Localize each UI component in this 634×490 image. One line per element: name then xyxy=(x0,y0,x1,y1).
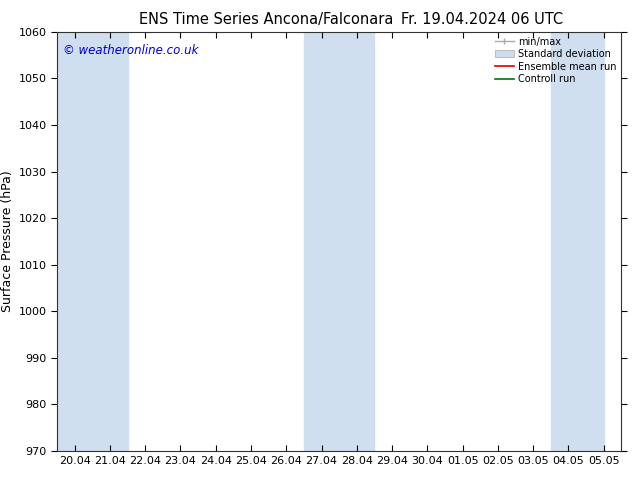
Y-axis label: Surface Pressure (hPa): Surface Pressure (hPa) xyxy=(1,171,15,312)
Bar xyxy=(57,32,127,451)
Text: © weatheronline.co.uk: © weatheronline.co.uk xyxy=(63,45,198,57)
Bar xyxy=(551,32,604,451)
Legend: min/max, Standard deviation, Ensemble mean run, Controll run: min/max, Standard deviation, Ensemble me… xyxy=(493,35,618,86)
Text: Fr. 19.04.2024 06 UTC: Fr. 19.04.2024 06 UTC xyxy=(401,12,563,27)
Bar xyxy=(304,32,375,451)
Text: ENS Time Series Ancona/Falconara: ENS Time Series Ancona/Falconara xyxy=(139,12,394,27)
